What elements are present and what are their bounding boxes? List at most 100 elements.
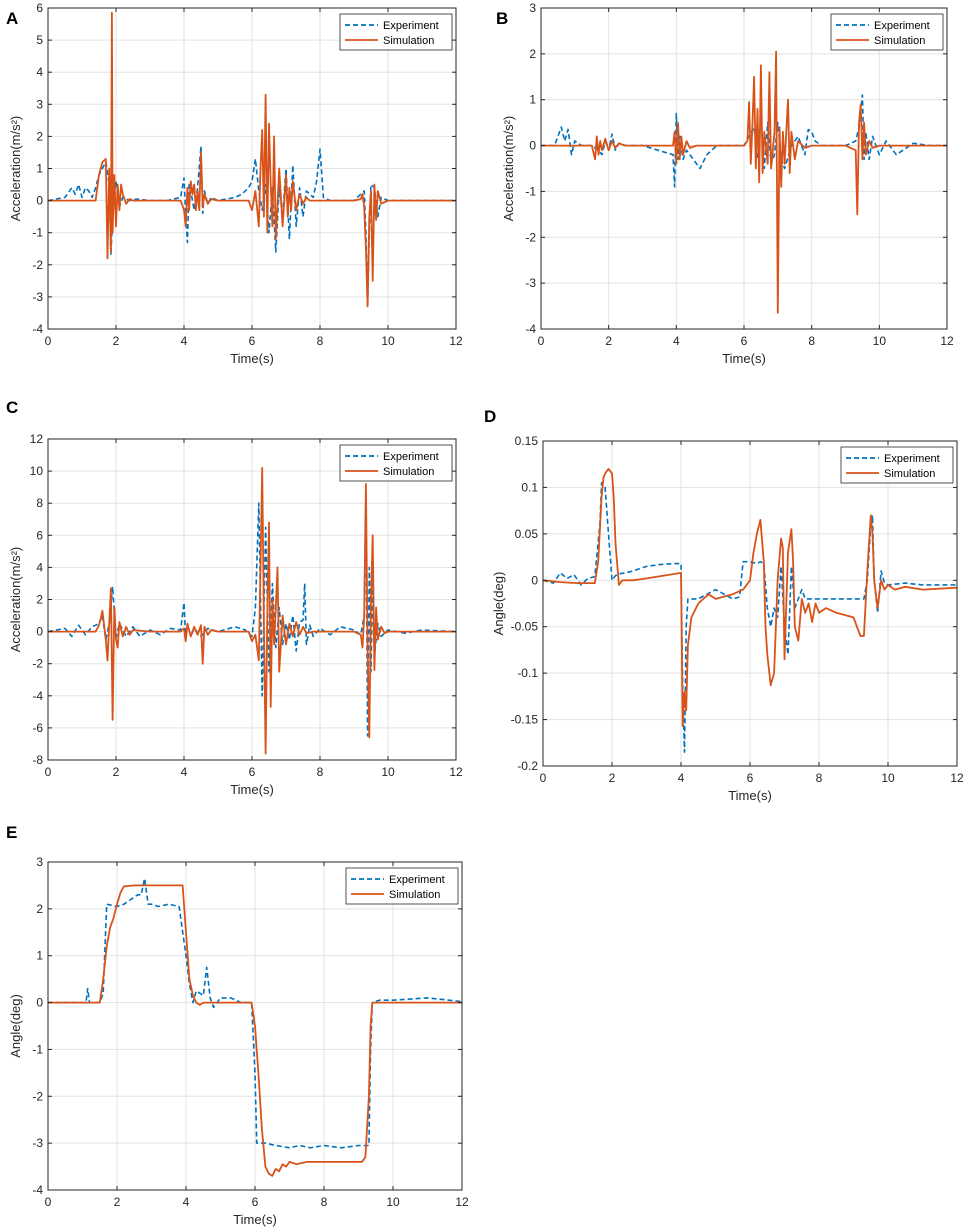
panel-b: B0 2 4 6 8 10 12-4-3-2-10123Time(s)Acceleratio… (496, 1, 954, 366)
y-tick-label: -6 (32, 721, 43, 735)
y-tick-label: -3 (525, 276, 536, 290)
legend: Experiment Simulation (840, 446, 954, 484)
x-tick-label: 6 (249, 334, 256, 348)
series-group (543, 467, 957, 753)
legend-label-simulation: Simulation (389, 889, 440, 901)
x-axis-label: Time(s) (230, 351, 274, 366)
x-tick-label: 10 (881, 771, 895, 785)
x-tick-label: 12 (950, 771, 964, 785)
series-line-simulation (541, 50, 947, 314)
series-line-experiment (543, 481, 957, 753)
y-tick-label: -1 (32, 1042, 43, 1056)
y-tick-label: 2 (36, 593, 43, 607)
y-tick-label: 0.05 (515, 527, 539, 541)
panel-c: C 0 2 4 6 8 10 12 -8 -6 -4 -2 0 2 4 6 8 10 12 Time(s) Accele… (6, 398, 463, 797)
x-tick-label: 0 (45, 765, 52, 779)
legend-box (840, 446, 954, 484)
y-tick-label: 2 (529, 47, 536, 61)
x-tick-label: 10 (386, 1195, 400, 1209)
y-tick-label: 6 (36, 1, 43, 15)
x-tick-label: 4 (181, 765, 188, 779)
x-tick-label: 8 (317, 765, 324, 779)
series-group (48, 877, 462, 1177)
y-tick-label: 6 (36, 528, 43, 542)
x-tick-label: 0 (540, 771, 547, 785)
y-axis-label: Acceleration(m/s²) (8, 116, 23, 221)
legend: Experiment Simulation (345, 867, 459, 905)
y-tick-label: 0 (529, 139, 536, 153)
y-tick-label: 4 (36, 560, 43, 574)
y-tick-label: 2 (36, 129, 43, 143)
panel-e: E0 2 4 6 8 10 12-4-3-2-10123Time(s)Angle(deg)E… (6, 823, 469, 1227)
y-axis-label: Angle(deg) (491, 572, 506, 636)
y-tick-label: 3 (36, 855, 43, 869)
x-tick-label: 2 (609, 771, 616, 785)
legend-label-experiment: Experiment (383, 20, 439, 32)
y-tick-label: 4 (36, 65, 43, 79)
x-tick-label: 12 (940, 334, 954, 348)
x-axis-label: Time(s) (230, 782, 274, 797)
y-tick-label: 0 (36, 625, 43, 639)
y-tick-label: -0.15 (511, 713, 539, 727)
y-tick-label: 1 (36, 162, 43, 176)
y-tick-label: 2 (36, 902, 43, 916)
y-tick-label: -8 (32, 753, 43, 767)
y-tick-label: -0.1 (517, 666, 538, 680)
y-tick-label: 0 (36, 194, 43, 208)
x-tick-label: 12 (449, 765, 463, 779)
x-tick-label: 10 (381, 334, 395, 348)
x-tick-label: 6 (252, 1195, 259, 1209)
y-tick-label: -0.2 (517, 759, 538, 773)
y-tick-label: 0 (36, 996, 43, 1010)
panel-d: D 0 2 4 6 8 10 12 -0.2 -0.15 -0.1 -0.05 0 0.05 0.1 0.15… (484, 407, 964, 803)
x-tick-label: 6 (741, 334, 748, 348)
y-tick-label: 3 (529, 1, 536, 15)
x-tick-label: 2 (113, 334, 120, 348)
y-tick-label: -2 (32, 1089, 43, 1103)
y-tick-label: -2 (32, 258, 43, 272)
y-tick-label: -4 (32, 689, 43, 703)
x-tick-label: 4 (181, 334, 188, 348)
legend-box (339, 13, 453, 51)
legend-box (339, 444, 453, 482)
legend-label-simulation: Simulation (383, 35, 434, 47)
x-tick-label: 0 (538, 334, 545, 348)
legend-label-experiment: Experiment (389, 874, 445, 886)
series-line-simulation (48, 466, 456, 755)
panel-letter: D (484, 407, 496, 426)
x-tick-label: 0 (45, 1195, 52, 1209)
series-group (48, 11, 456, 308)
y-tick-label: -2 (32, 657, 43, 671)
series-group (541, 50, 947, 314)
legend: Experiment Simulation (830, 13, 944, 51)
x-tick-label: 8 (816, 771, 823, 785)
x-tick-label: 2 (605, 334, 612, 348)
series-line-simulation (543, 467, 957, 727)
series-line-experiment (48, 877, 462, 1149)
y-tick-label: -2 (525, 230, 536, 244)
y-tick-label: 0.1 (521, 480, 538, 494)
y-tick-label: 0.15 (515, 434, 539, 448)
legend-box (345, 867, 459, 905)
y-tick-label: 1 (529, 93, 536, 107)
x-tick-label: 4 (183, 1195, 190, 1209)
panel-letter: B (496, 9, 508, 28)
y-tick-label: -4 (32, 1183, 43, 1197)
y-tick-label: 12 (30, 432, 44, 446)
legend-label-experiment: Experiment (884, 453, 940, 465)
y-tick-label: -0.05 (511, 620, 539, 634)
legend-label-experiment: Experiment (383, 451, 439, 463)
x-tick-label: 12 (455, 1195, 469, 1209)
x-axis-label: Time(s) (233, 1212, 277, 1227)
series-line-simulation (48, 884, 462, 1177)
y-tick-label: -1 (32, 226, 43, 240)
x-tick-label: 6 (249, 765, 256, 779)
x-axis-label: Time(s) (722, 351, 766, 366)
y-axis-label: Acceleration(m/s²) (501, 116, 516, 221)
x-tick-label: 2 (113, 765, 120, 779)
legend: Experiment Simulation (339, 444, 453, 482)
x-tick-label: 10 (873, 334, 887, 348)
y-tick-label: -4 (32, 322, 43, 336)
panel-a: A0 2 4 6 8 10 12-4-3-2-10123456Time(s)Accelera… (6, 1, 463, 366)
panel-letter: A (6, 9, 18, 28)
